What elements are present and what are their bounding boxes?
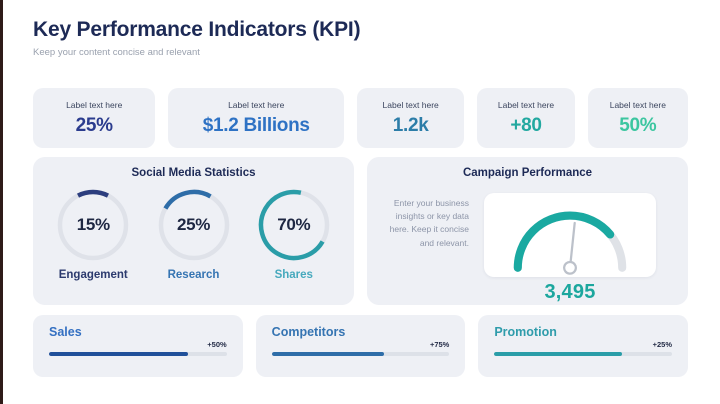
progress-bar (49, 352, 227, 356)
kpi-card-2[interactable]: Label text here $1.2 Billions (168, 88, 344, 148)
progress-card-promotion[interactable]: Promotion +25% (478, 315, 689, 377)
gauge-panel[interactable] (484, 193, 656, 277)
progress-card-sales[interactable]: Sales +50% (33, 315, 243, 377)
donut-value: 70% (277, 215, 311, 234)
kpi-label: Label text here (66, 99, 123, 110)
donut-chart-shares[interactable]: 70% Shares (248, 188, 340, 281)
screen-left-edge (0, 0, 3, 404)
progress-card-competitors[interactable]: Competitors +75% (255, 315, 466, 377)
donut-chart-research[interactable]: 25% Research (148, 188, 240, 281)
donut-ring (58, 189, 129, 261)
progress-bar-fill (494, 352, 623, 356)
kpi-card-row: Label text here 25% Label text here $1.2… (33, 88, 688, 148)
donut-row: 15% Engagement 25% Research (33, 188, 354, 281)
campaign-section-title: Campaign Performance (462, 167, 593, 179)
social-media-statistics-card: Social Media Statistics 15% Engagement (33, 157, 354, 305)
page-subtitle: Keep your content concise and relevant (33, 47, 200, 58)
progress-title: Competitors (271, 325, 346, 339)
kpi-label: Label text here (497, 99, 555, 110)
donut-ring (258, 189, 329, 261)
kpi-value: 50% (619, 114, 657, 136)
kpi-value: $1.2 Billions (202, 114, 310, 136)
progress-title: Sales (49, 325, 82, 339)
kpi-label: Label text here (609, 99, 666, 110)
progress-title: Promotion (494, 325, 557, 339)
kpi-value: +80 (510, 114, 542, 136)
donut-label: Engagement (58, 269, 128, 281)
campaign-description: Enter your business insights or key data… (389, 198, 469, 248)
progress-bar (494, 352, 673, 356)
gauge-chart (513, 211, 627, 275)
donut-label: Shares (274, 269, 313, 281)
kpi-label: Label text here (228, 99, 285, 110)
progress-row: Sales +50% Competitors +75% Promotion +2… (33, 315, 689, 377)
progress-bar-fill (271, 352, 384, 356)
progress-badge: +75% (429, 340, 450, 349)
progress-bar (271, 352, 450, 356)
header: Key Performance Indicators (KPI) Keep yo… (33, 18, 361, 58)
donut-label: Research (167, 269, 220, 281)
donut-value: 25% (176, 215, 211, 234)
kpi-value: 25% (75, 114, 113, 136)
gauge-needle (563, 221, 577, 275)
campaign-performance-card: Campaign Performance Enter your business… (367, 157, 688, 305)
donut-value: 15% (76, 215, 110, 234)
progress-badge: +50% (207, 340, 227, 349)
progress-badge: +25% (652, 340, 673, 349)
kpi-card-5[interactable]: Label text here 50% (587, 88, 688, 148)
kpi-card-3[interactable]: Label text here 1.2k (356, 88, 465, 148)
kpi-card-1[interactable]: Label text here 25% (33, 88, 156, 148)
kpi-label: Label text here (382, 99, 439, 110)
kpi-value: 1.2k (392, 114, 429, 136)
progress-bar-fill (49, 352, 188, 356)
donut-chart-engagement[interactable]: 15% Engagement (47, 188, 139, 281)
gauge-value: 3,495 (544, 281, 596, 303)
donut-ring (158, 189, 229, 261)
social-section-title: Social Media Statistics (131, 167, 256, 179)
kpi-card-4[interactable]: Label text here +80 (477, 88, 575, 148)
charts-row: Social Media Statistics 15% Engagement (33, 157, 688, 305)
page-title: Key Performance Indicators (KPI) (33, 18, 361, 41)
